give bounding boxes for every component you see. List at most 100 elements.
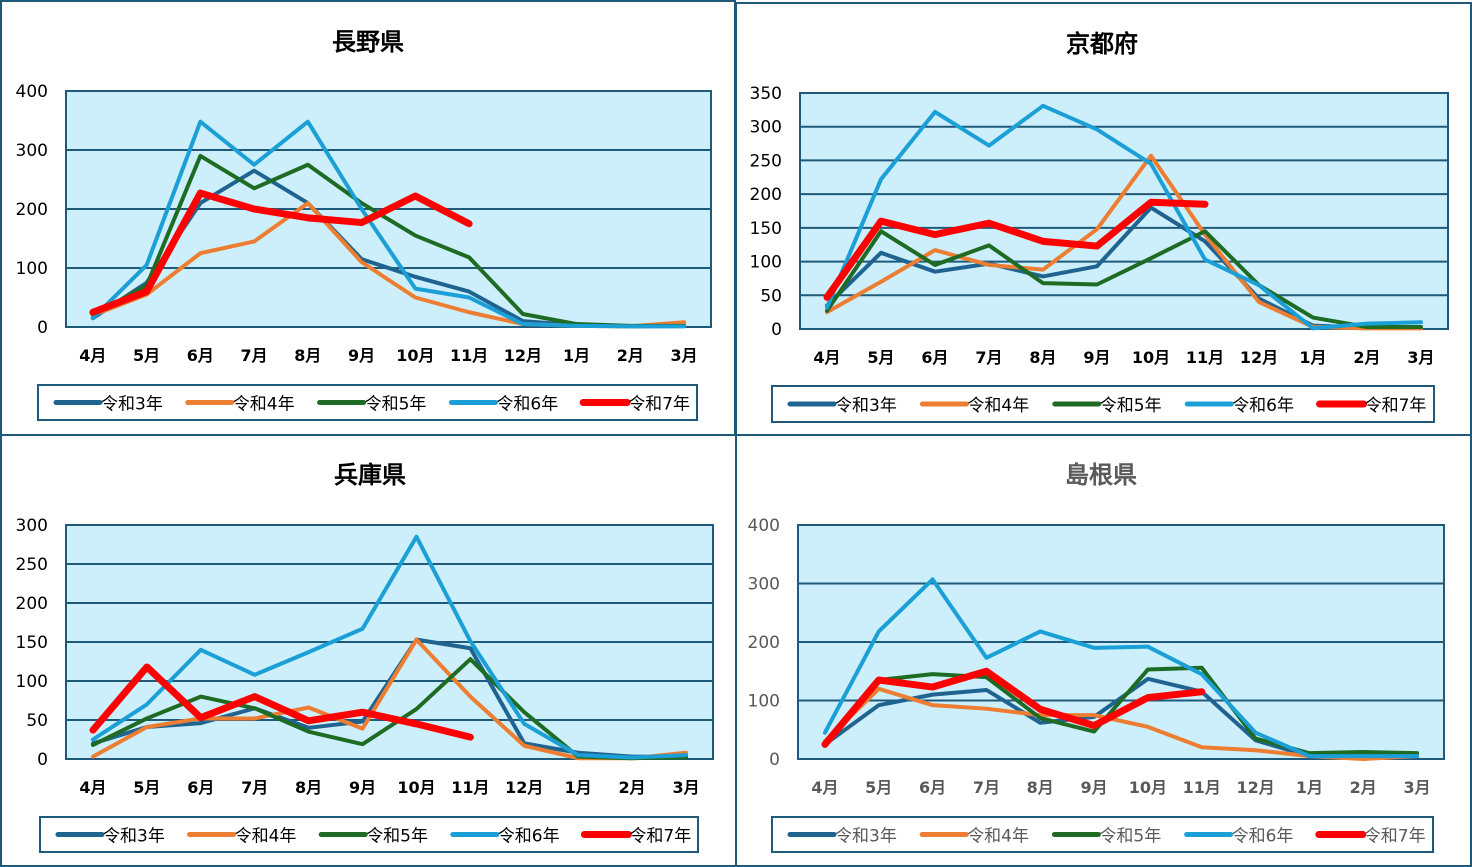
legend-label: 令和5年 bbox=[366, 827, 428, 847]
chart-title: 京都府 bbox=[1066, 30, 1138, 58]
legend: 令和3年 令和4年 令和5年 令和6年 令和7年 bbox=[771, 816, 1434, 853]
x-tick-label: 2月 bbox=[617, 346, 644, 365]
series-line-令和6年 bbox=[825, 103, 1423, 331]
legend-label: 令和6年 bbox=[1232, 827, 1294, 847]
y-tick-label: 100 bbox=[748, 692, 780, 712]
series-line-令和5年 bbox=[822, 665, 1420, 756]
legend-label: 令和4年 bbox=[967, 396, 1029, 416]
y-tick-label: 0 bbox=[37, 750, 48, 770]
x-tick-label: 1月 bbox=[1296, 778, 1323, 797]
x-tick-label: 10月 bbox=[396, 346, 434, 365]
series-line-令和7年 bbox=[823, 198, 1209, 301]
y-tick-label: 350 bbox=[750, 84, 782, 104]
y-tick-label: 300 bbox=[16, 516, 48, 536]
x-tick-label: 6月 bbox=[187, 346, 214, 365]
legend-label: 令和4年 bbox=[967, 827, 1029, 847]
series-line-令和7年 bbox=[89, 189, 473, 316]
legend-label: 令和6年 bbox=[1232, 396, 1294, 416]
series-line-令和5年 bbox=[825, 229, 1423, 329]
x-tick-label: 8月 bbox=[295, 778, 322, 797]
legend-label: 令和7年 bbox=[629, 827, 691, 847]
x-tick-label: 9月 bbox=[349, 778, 376, 797]
x-tick-label: 6月 bbox=[921, 348, 948, 367]
legend-label: 令和7年 bbox=[628, 395, 690, 415]
y-tick-label: 400 bbox=[16, 82, 48, 102]
x-tick-label: 6月 bbox=[919, 778, 946, 797]
x-tick-label: 11月 bbox=[451, 778, 489, 797]
legend: 令和3年 令和4年 令和5年 令和6年 令和7年 bbox=[39, 816, 699, 853]
x-tick-label: 4月 bbox=[811, 778, 838, 797]
x-tick-label: 4月 bbox=[813, 348, 840, 367]
y-tick-label: 0 bbox=[771, 320, 782, 340]
y-tick-label: 150 bbox=[16, 633, 48, 653]
legend-label: 令和7年 bbox=[1364, 827, 1426, 847]
plot-area bbox=[799, 92, 1449, 330]
chart-1: 京都府 0 50 100 150 200 250 300 350 4月 5月 6月 7月 8月 9月 10月 1… bbox=[750, 30, 1449, 423]
x-tick-label: 11月 bbox=[1183, 778, 1221, 797]
series-line-令和6年 bbox=[90, 119, 687, 329]
x-tick-label: 5月 bbox=[865, 778, 892, 797]
y-tick-label: 150 bbox=[750, 219, 782, 239]
x-tick-label: 9月 bbox=[1081, 778, 1108, 797]
y-tick-label: 0 bbox=[769, 750, 780, 770]
legend-label: 令和3年 bbox=[101, 395, 163, 415]
x-tick-label: 12月 bbox=[504, 346, 542, 365]
x-tick-label: 6月 bbox=[187, 778, 214, 797]
legend: 令和3年 令和4年 令和5年 令和6年 令和7年 bbox=[771, 385, 1435, 423]
x-tick-label: 12月 bbox=[1236, 778, 1274, 797]
y-tick-label: 100 bbox=[16, 672, 48, 692]
y-tick-label: 300 bbox=[750, 118, 782, 138]
chart-title: 兵庫県 bbox=[334, 461, 406, 489]
y-tick-label: 400 bbox=[748, 516, 780, 536]
x-tick-label: 10月 bbox=[397, 778, 435, 797]
x-tick-label: 8月 bbox=[294, 346, 321, 365]
legend-label: 令和4年 bbox=[235, 827, 297, 847]
x-tick-label: 2月 bbox=[619, 778, 646, 797]
legend-label: 令和7年 bbox=[1365, 396, 1427, 416]
y-tick-label: 200 bbox=[750, 185, 782, 205]
x-tick-label: 4月 bbox=[79, 346, 106, 365]
x-tick-label: 5月 bbox=[133, 778, 160, 797]
x-tick-label: 1月 bbox=[563, 346, 590, 365]
x-tick-label: 9月 bbox=[348, 346, 375, 365]
x-tick-label: 5月 bbox=[133, 346, 160, 365]
legend-label: 令和6年 bbox=[498, 827, 560, 847]
x-tick-label: 3月 bbox=[1407, 348, 1434, 367]
legend-label: 令和5年 bbox=[1100, 396, 1162, 416]
x-tick-label: 9月 bbox=[1083, 348, 1110, 367]
x-tick-label: 10月 bbox=[1129, 778, 1167, 797]
y-tick-label: 100 bbox=[750, 253, 782, 273]
x-tick-label: 12月 bbox=[1240, 348, 1278, 367]
y-tick-label: 100 bbox=[16, 259, 48, 279]
legend-label: 令和6年 bbox=[496, 395, 558, 415]
series-line-令和6年 bbox=[90, 534, 689, 760]
y-tick-label: 200 bbox=[16, 594, 48, 614]
legend-label: 令和5年 bbox=[1099, 827, 1161, 847]
x-tick-label: 10月 bbox=[1132, 348, 1170, 367]
legend-label: 令和3年 bbox=[835, 396, 897, 416]
y-tick-label: 200 bbox=[16, 200, 48, 220]
y-tick-label: 200 bbox=[748, 633, 780, 653]
x-tick-label: 1月 bbox=[1299, 348, 1326, 367]
x-tick-label: 11月 bbox=[450, 346, 488, 365]
y-tick-label: 50 bbox=[760, 286, 782, 306]
x-tick-label: 11月 bbox=[1186, 348, 1224, 367]
legend-label: 令和3年 bbox=[835, 827, 897, 847]
x-tick-label: 7月 bbox=[973, 778, 1000, 797]
x-tick-label: 3月 bbox=[672, 778, 699, 797]
x-tick-label: 4月 bbox=[79, 778, 106, 797]
x-tick-label: 8月 bbox=[1027, 778, 1054, 797]
legend-label: 令和5年 bbox=[365, 395, 427, 415]
y-tick-label: 300 bbox=[748, 575, 780, 595]
x-tick-label: 3月 bbox=[671, 346, 698, 365]
chart-title: 島根県 bbox=[1065, 461, 1137, 489]
y-tick-label: 50 bbox=[26, 711, 48, 731]
y-tick-label: 300 bbox=[16, 141, 48, 161]
x-tick-label: 12月 bbox=[505, 778, 543, 797]
legend: 令和3年 令和4年 令和5年 令和6年 令和7年 bbox=[37, 384, 698, 421]
series-line-令和7年 bbox=[89, 663, 474, 741]
x-tick-label: 1月 bbox=[565, 778, 592, 797]
x-tick-label: 2月 bbox=[1350, 778, 1377, 797]
legend-label: 令和4年 bbox=[233, 395, 295, 415]
x-tick-label: 8月 bbox=[1029, 348, 1056, 367]
